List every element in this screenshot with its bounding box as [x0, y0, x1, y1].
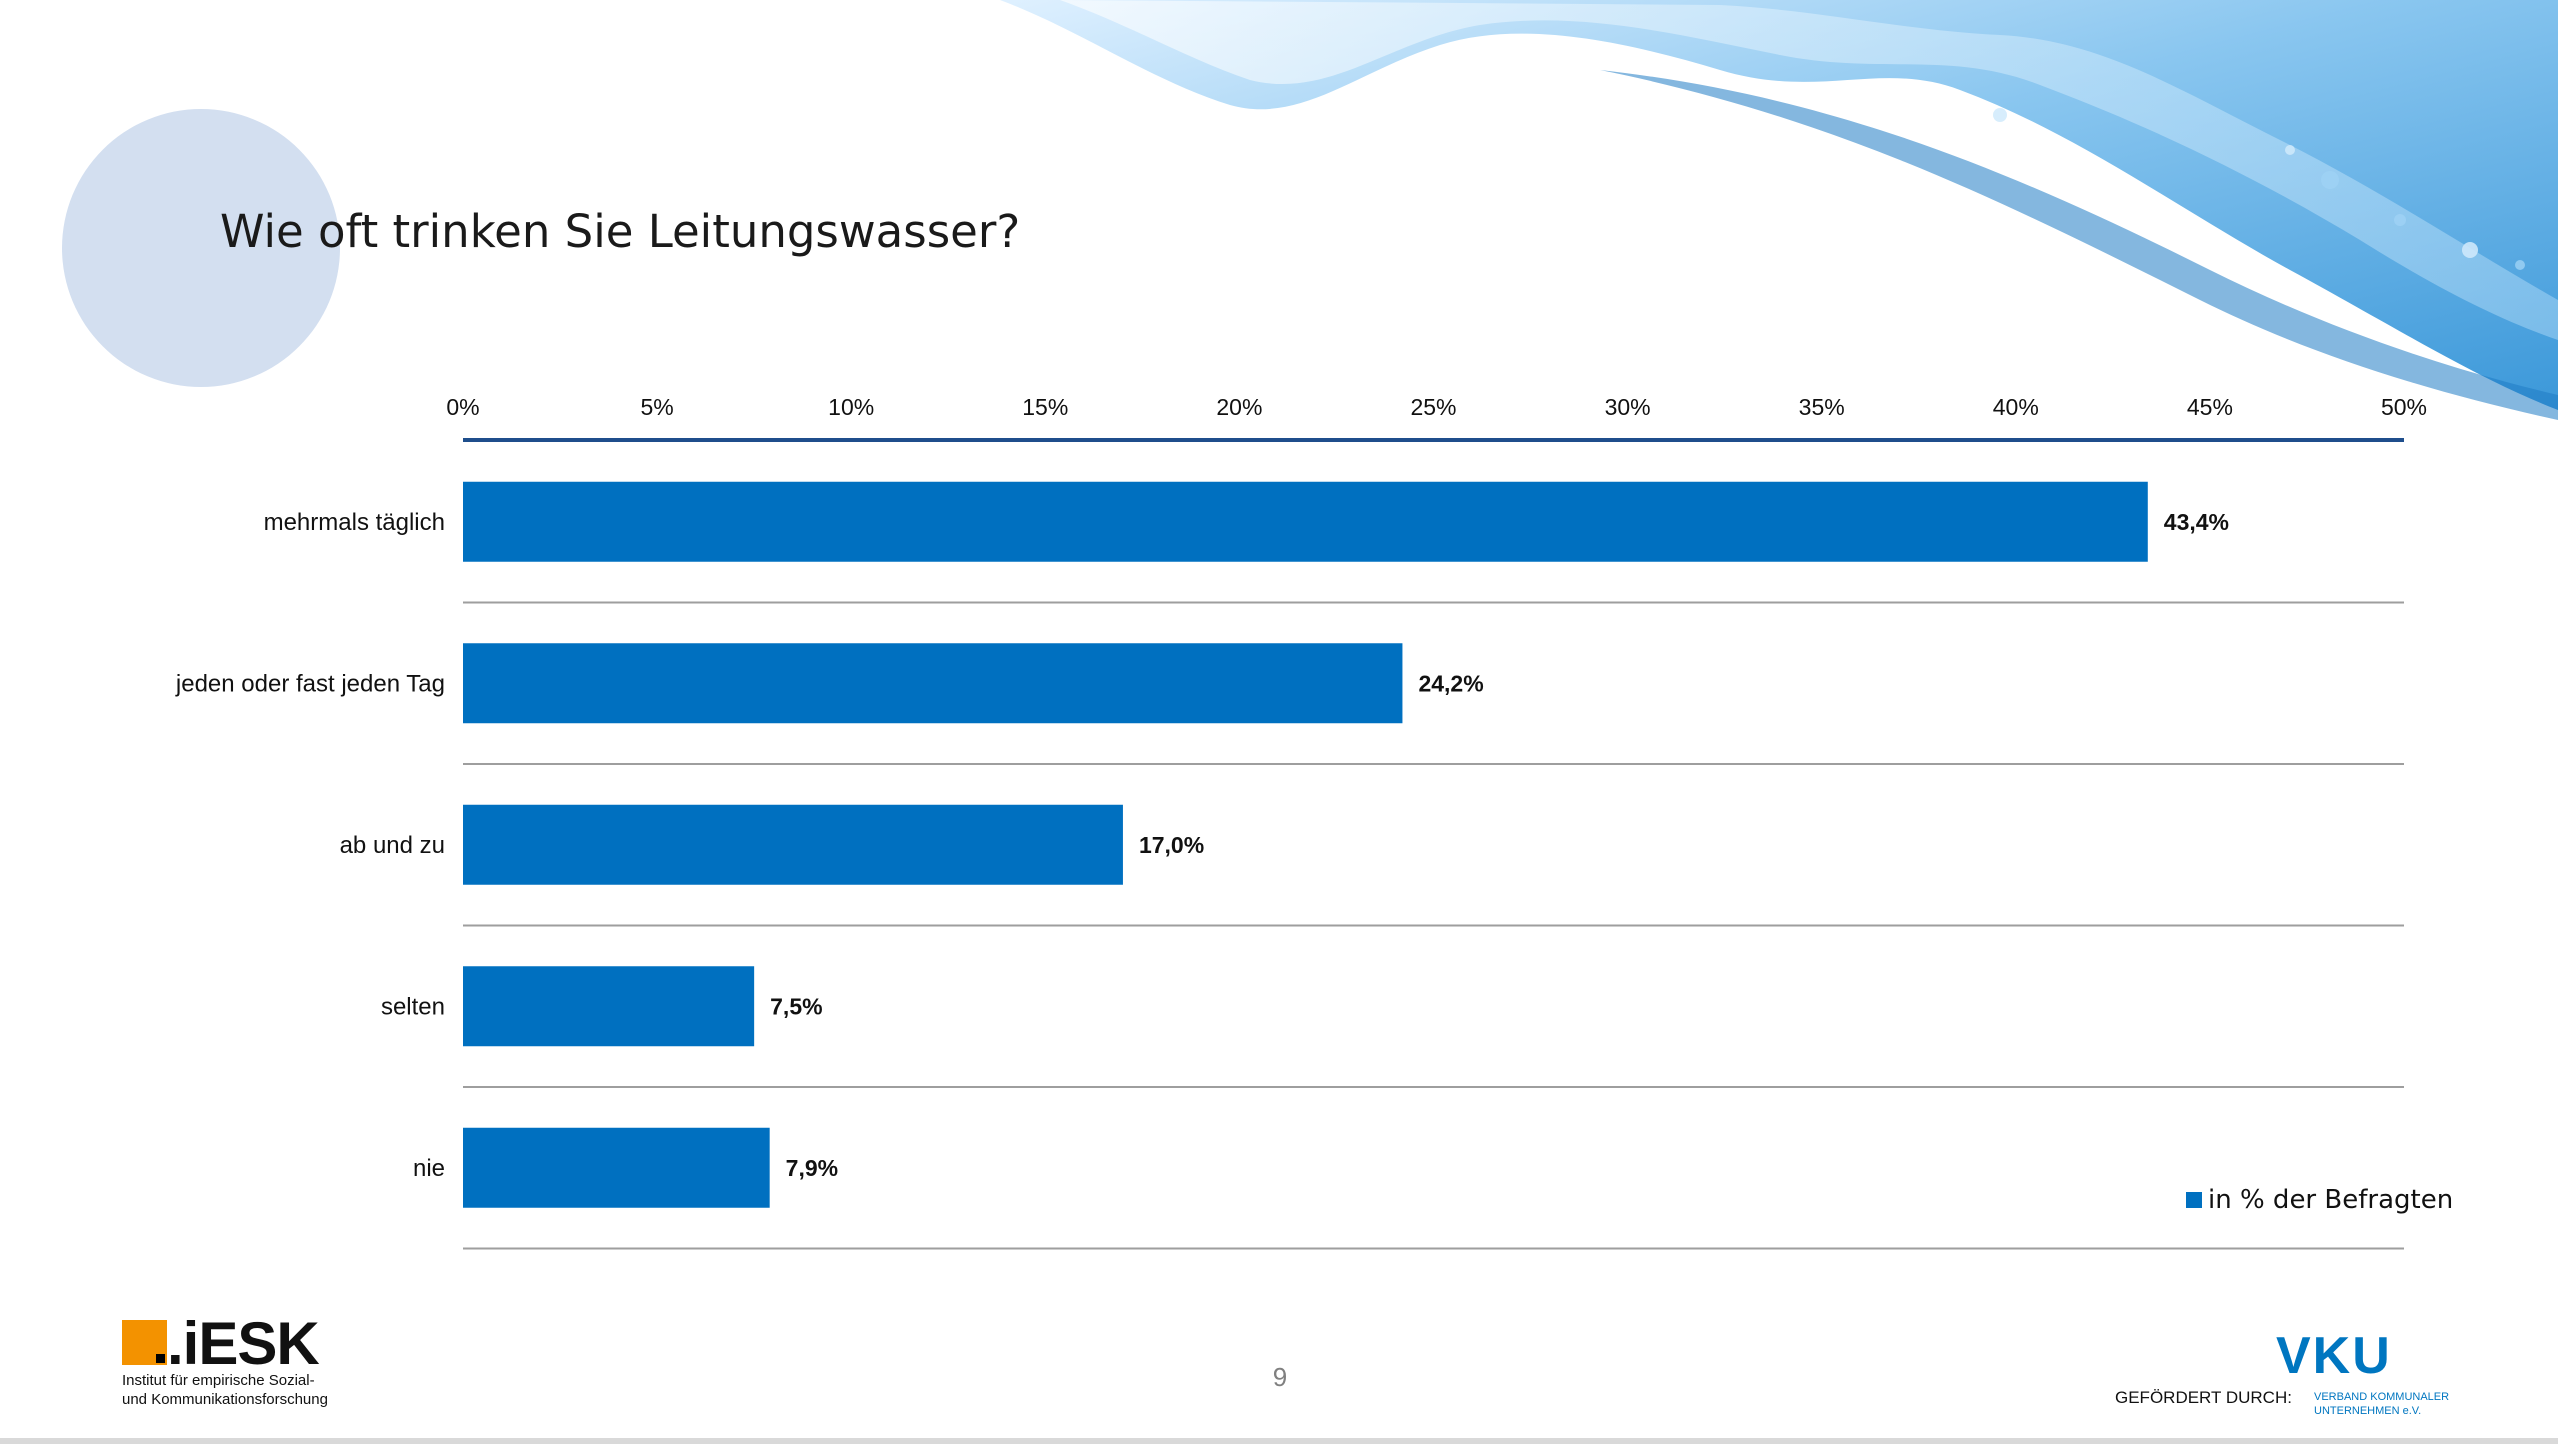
title-decoration-circle — [62, 109, 340, 387]
x-tick-label: 50% — [2381, 394, 2427, 420]
slide-title: Wie oft trinken Sie Leitungswasser? — [220, 205, 1021, 258]
water-splash-image — [1000, 0, 2558, 420]
value-label: 7,9% — [786, 1155, 838, 1181]
bars — [463, 481, 2148, 1208]
category-separators — [463, 601, 2404, 1250]
value-label: 24,2% — [1418, 670, 1483, 696]
bar — [463, 804, 1123, 885]
vku-subtitle-line-1: VERBAND KOMMUNALER — [2314, 1391, 2450, 1403]
x-tick-label: 30% — [1605, 394, 1651, 420]
category-labels: mehrmals täglich jeden oder fast jeden Ta… — [175, 509, 445, 1182]
funded-by-label: GEFÖRDERT DURCH: — [2115, 1388, 2292, 1407]
x-tick-label: 20% — [1216, 394, 1262, 420]
x-tick-label: 45% — [2187, 394, 2233, 420]
x-tick-label: 25% — [1410, 394, 1456, 420]
iesk-logo-subtitle: Institut für empirische Sozial- und Komm… — [122, 1371, 328, 1409]
category-label: mehrmals täglich — [264, 509, 445, 536]
value-label: 43,4% — [2164, 509, 2229, 535]
vku-logo-subtitle: VERBAND KOMMUNALER UNTERNEHMEN e.V. — [2314, 1390, 2449, 1418]
value-label: 17,0% — [1139, 832, 1204, 858]
bar — [463, 481, 2148, 562]
x-tick-label: 10% — [828, 394, 874, 420]
bar-chart: 0% 5% 10% 15% 20% 25% 30% 35% 40% 45% 50% mehrmals… — [175, 394, 2453, 1250]
x-tick-label: 15% — [1022, 394, 1068, 420]
value-labels: 43,4% 24,2% 17,0% 7,5% 7,9% — [770, 509, 2229, 1181]
bar — [463, 1127, 770, 1208]
category-label: nie — [413, 1155, 445, 1182]
category-label: selten — [381, 993, 445, 1020]
value-label: 7,5% — [770, 993, 822, 1019]
vku-logo: VKU VERBAND KOMMUNALER UNTERNEHMEN e.V. — [2276, 1327, 2449, 1417]
bar — [463, 966, 755, 1047]
vku-subtitle-line-2: UNTERNEHMEN e.V. — [2314, 1405, 2422, 1417]
legend: in % der Befragten — [2186, 1185, 2453, 1215]
bar — [463, 643, 1403, 724]
x-tick-label: 40% — [1993, 394, 2039, 420]
x-tick-label: 5% — [640, 394, 673, 420]
category-label: jeden oder fast jeden Tag — [175, 670, 445, 697]
bottom-border — [0, 1438, 2558, 1444]
x-tick-label: 35% — [1799, 394, 1845, 420]
page-number: 9 — [1272, 1362, 1288, 1392]
iesk-logo: .iESK Institut für empirische Sozial- un… — [122, 1310, 342, 1409]
legend-label: in % der Befragten — [2208, 1185, 2453, 1215]
iesk-subtitle-line-1: Institut für empirische Sozial- — [122, 1372, 315, 1389]
iesk-subtitle-line-2: und Kommunikationsforschung — [122, 1391, 328, 1408]
legend-swatch-icon — [2186, 1192, 2202, 1208]
vku-logo-name: VKU — [2276, 1327, 2392, 1385]
iesk-logo-dot-icon — [156, 1354, 165, 1363]
iesk-logo-name: .iESK — [167, 1310, 320, 1377]
x-axis: 0% 5% 10% 15% 20% 25% 30% 35% 40% 45% 50% — [446, 394, 2427, 442]
category-label: ab und zu — [340, 832, 445, 859]
x-tick-label: 0% — [446, 394, 479, 420]
